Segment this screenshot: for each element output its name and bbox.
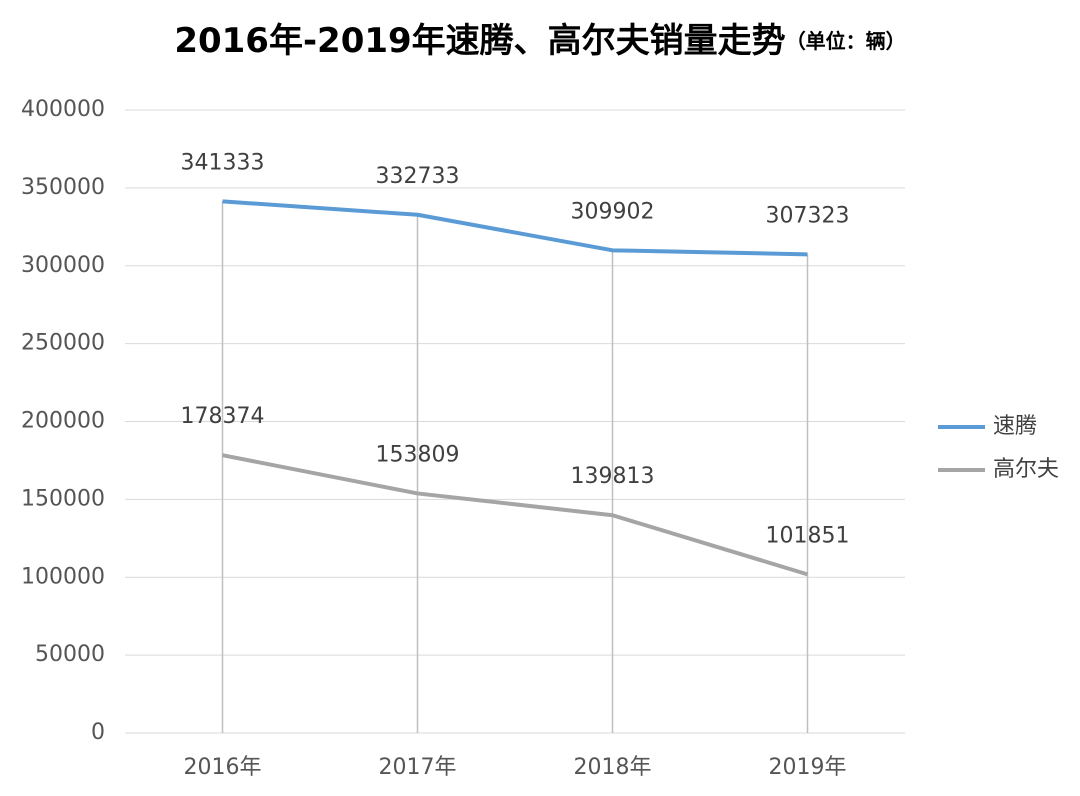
y-tick-label: 250000: [21, 331, 105, 356]
data-label: 153809: [376, 442, 460, 467]
data-label: 101851: [766, 523, 850, 548]
data-label: 178374: [181, 404, 265, 429]
data-label: 341333: [181, 150, 265, 175]
x-tick-label: 2016年: [184, 755, 262, 780]
x-tick-label: 2019年: [769, 755, 847, 780]
y-tick-label: 400000: [21, 97, 105, 122]
data-label: 139813: [571, 464, 655, 489]
data-label: 307323: [766, 203, 850, 228]
x-tick-label: 2017年: [379, 755, 457, 780]
y-tick-label: 350000: [21, 175, 105, 200]
y-tick-label: 200000: [21, 409, 105, 434]
y-tick-label: 50000: [35, 642, 105, 667]
legend-label: 速腾: [993, 414, 1037, 439]
data-label: 332733: [376, 164, 460, 189]
series-line: [222, 199, 808, 257]
chart-title: 2016年-2019年速腾、高尔夫销量走势（单位：辆）: [174, 21, 905, 61]
y-tick-label: 150000: [21, 486, 105, 511]
y-tick-label: 300000: [21, 253, 105, 278]
series-line: [222, 453, 809, 577]
legend-label: 高尔夫: [993, 457, 1059, 482]
y-tick-label: 0: [91, 720, 105, 745]
y-tick-label: 100000: [21, 564, 105, 589]
title: 2016年-2019年速腾、高尔夫销量走势: [174, 21, 785, 61]
data-label: 309902: [571, 199, 655, 224]
subtitle: （单位：辆）: [786, 29, 906, 53]
x-tick-label: 2018年: [574, 755, 652, 780]
